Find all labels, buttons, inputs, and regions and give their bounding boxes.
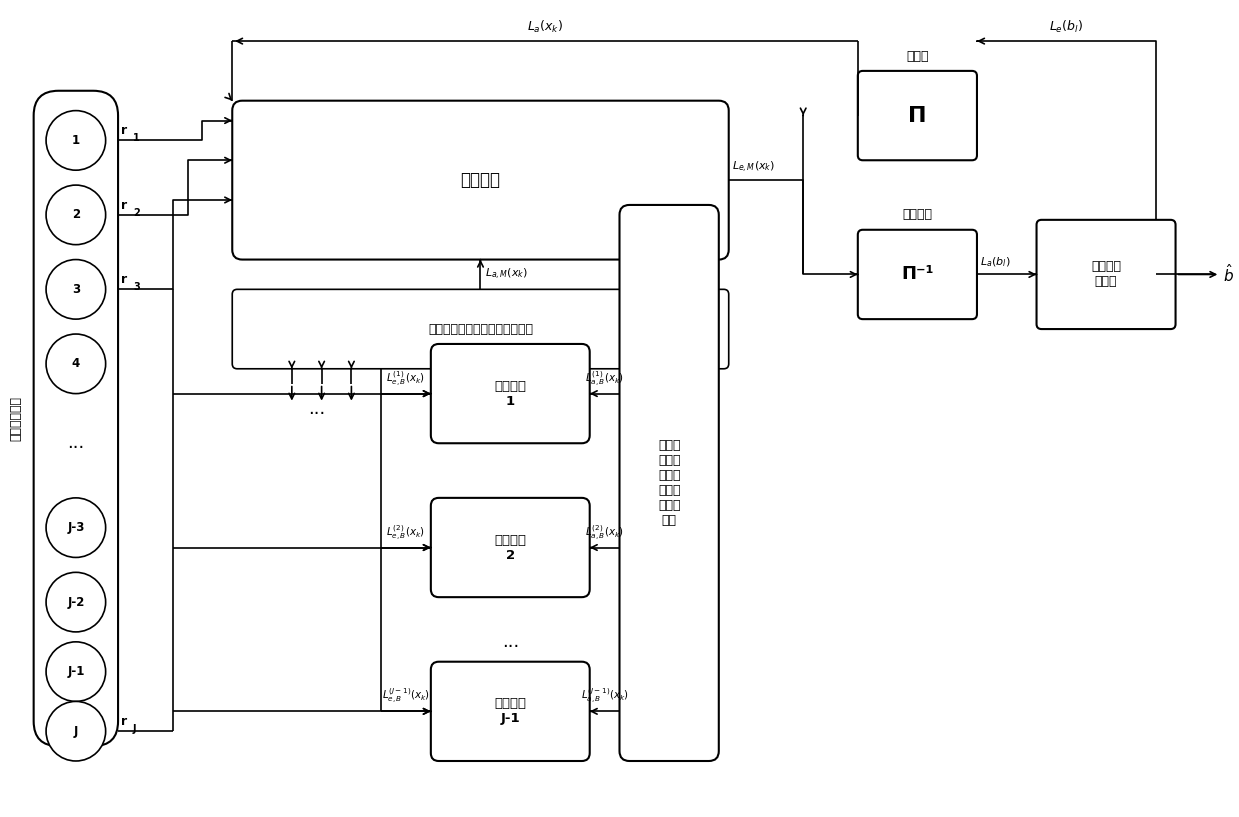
Text: ...: ...	[67, 435, 84, 453]
Text: 3: 3	[133, 283, 140, 292]
Text: 软入软出
译码器: 软入软出 译码器	[1092, 261, 1121, 288]
Text: $L_{e,B}^{(2)}(x_k)$: $L_{e,B}^{(2)}(x_k)$	[387, 524, 425, 542]
Text: $L_{e,B}^{(J-1)}(x_k)$: $L_{e,B}^{(J-1)}(x_k)$	[382, 687, 430, 707]
Text: r: r	[121, 199, 128, 212]
Text: Π: Π	[908, 105, 927, 126]
Text: J: J	[73, 725, 78, 738]
Text: 计算主均衡器的先验对数似然比: 计算主均衡器的先验对数似然比	[427, 323, 533, 336]
Text: 1: 1	[133, 133, 140, 143]
FancyBboxPatch shape	[33, 91, 118, 746]
Text: 3: 3	[72, 283, 81, 296]
Text: 从均衡器
2: 从均衡器 2	[494, 534, 527, 561]
FancyBboxPatch shape	[232, 289, 729, 368]
FancyBboxPatch shape	[431, 498, 590, 597]
FancyBboxPatch shape	[857, 230, 978, 319]
Text: $L_e(b_l)$: $L_e(b_l)$	[1049, 19, 1083, 35]
Text: J-1: J-1	[67, 665, 84, 678]
FancyBboxPatch shape	[857, 71, 978, 160]
Text: 1: 1	[72, 134, 81, 147]
FancyBboxPatch shape	[1037, 220, 1176, 329]
Text: 2: 2	[72, 208, 81, 221]
FancyBboxPatch shape	[431, 662, 590, 761]
Text: $L_a(x_k)$: $L_a(x_k)$	[527, 19, 563, 35]
Text: r: r	[121, 274, 128, 287]
Text: J: J	[133, 724, 136, 734]
Text: $L_{a,B}^{(J-1)}(x_k)$: $L_{a,B}^{(J-1)}(x_k)$	[581, 687, 628, 707]
Circle shape	[46, 573, 105, 632]
Text: $L_{a,M}(x_k)$: $L_{a,M}(x_k)$	[486, 267, 529, 282]
Text: ...: ...	[502, 633, 519, 651]
Circle shape	[46, 260, 105, 319]
Text: $L_a(b_l)$: $L_a(b_l)$	[980, 256, 1011, 270]
Text: 4: 4	[72, 357, 81, 370]
Circle shape	[46, 702, 105, 761]
Circle shape	[46, 498, 105, 557]
Circle shape	[46, 334, 105, 394]
Circle shape	[46, 110, 105, 170]
Text: 2: 2	[133, 208, 140, 218]
Text: ...: ...	[309, 400, 326, 417]
FancyBboxPatch shape	[232, 100, 729, 260]
Text: 计算各
从均衡
器所需
的先验
对数似
然比: 计算各 从均衡 器所需 的先验 对数似 然比	[658, 439, 680, 527]
Text: $\hat{b}$: $\hat{b}$	[1223, 264, 1234, 285]
Text: 从均衡器
J-1: 从均衡器 J-1	[494, 698, 527, 725]
FancyBboxPatch shape	[620, 205, 719, 761]
FancyBboxPatch shape	[431, 344, 590, 444]
Text: J-3: J-3	[67, 521, 84, 534]
Circle shape	[46, 185, 105, 244]
Text: $L_{a,B}^{(2)}(x_k)$: $L_{a,B}^{(2)}(x_k)$	[585, 524, 624, 542]
Circle shape	[46, 642, 105, 702]
Text: r: r	[121, 715, 128, 728]
Text: $L_{a,B}^{(1)}(x_k)$: $L_{a,B}^{(1)}(x_k)$	[585, 369, 624, 389]
Text: Π⁻¹: Π⁻¹	[901, 266, 934, 283]
Text: 主均衡器: 主均衡器	[461, 171, 501, 189]
Text: 接收水听器阵: 接收水听器阵	[9, 396, 22, 441]
Text: 从均衡器
1: 从均衡器 1	[494, 380, 527, 408]
Text: r: r	[121, 124, 128, 137]
Text: J-2: J-2	[67, 596, 84, 609]
Text: 解交织器: 解交织器	[902, 208, 933, 221]
Text: $L_{e,B}^{(1)}(x_k)$: $L_{e,B}^{(1)}(x_k)$	[387, 369, 425, 389]
Text: 交织器: 交织器	[906, 50, 929, 63]
Text: $L_{e,M}(x_k)$: $L_{e,M}(x_k)$	[732, 160, 774, 175]
